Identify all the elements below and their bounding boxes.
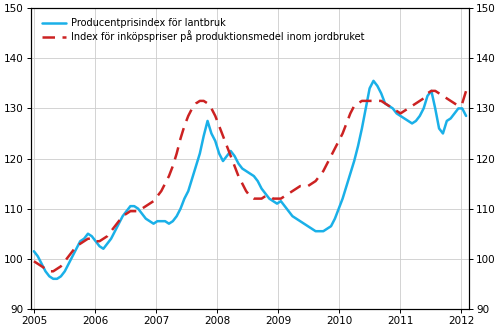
Producentprisindex för lantbruk: [440, 131, 446, 135]
Index för inköpspriser på produktionsmedel inom jordbruket: [359, 99, 365, 103]
Index för inköpspriser på produktionsmedel inom jordbruket: [174, 151, 180, 155]
Index för inköpspriser på produktionsmedel inom jordbruket: [31, 259, 37, 263]
Line: Index för inköpspriser på produktionsmedel inom jordbruket: Index för inköpspriser på produktionsmed…: [34, 91, 466, 271]
Producentprisindex för lantbruk: [370, 79, 376, 83]
Index för inköpspriser på produktionsmedel inom jordbruket: [428, 89, 434, 93]
Producentprisindex för lantbruk: [359, 126, 365, 130]
Index för inköpspriser på produktionsmedel inom jordbruket: [394, 109, 400, 113]
Producentprisindex för lantbruk: [31, 249, 37, 253]
Legend: Producentprisindex för lantbruk, Index för inköpspriser på produktionsmedel inom: Producentprisindex för lantbruk, Index f…: [40, 16, 366, 44]
Index för inköpspriser på produktionsmedel inom jordbruket: [42, 267, 48, 271]
Producentprisindex för lantbruk: [42, 269, 48, 273]
Producentprisindex för lantbruk: [398, 114, 404, 118]
Index för inköpspriser på produktionsmedel inom jordbruket: [50, 269, 56, 273]
Producentprisindex för lantbruk: [174, 214, 180, 218]
Line: Producentprisindex för lantbruk: Producentprisindex för lantbruk: [34, 81, 466, 279]
Index för inköpspriser på produktionsmedel inom jordbruket: [46, 269, 52, 273]
Index för inköpspriser på produktionsmedel inom jordbruket: [440, 94, 446, 98]
Index för inköpspriser på produktionsmedel inom jordbruket: [463, 89, 469, 93]
Producentprisindex för lantbruk: [463, 114, 469, 118]
Producentprisindex för lantbruk: [50, 277, 56, 281]
Producentprisindex för lantbruk: [46, 274, 52, 278]
